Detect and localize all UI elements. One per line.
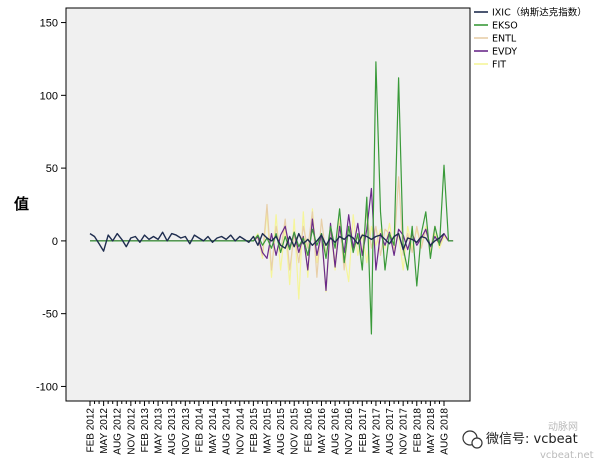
watermark-text: 微信号: vcbeat — [486, 432, 578, 447]
x-tick-label: NOV 2016 — [344, 408, 355, 455]
legend-label: IXIC（纳斯达克指数） — [492, 7, 587, 19]
x-tick-label: MAY 2014 — [208, 408, 219, 454]
series-line-ekso — [90, 61, 454, 335]
watermark: 微信号: vcbeat 动脉网 vcbeat.net — [462, 420, 594, 461]
y-tick-label: -50 — [42, 309, 58, 321]
watermark-url: vcbeat.net — [540, 450, 594, 461]
y-tick-label: 100 — [40, 90, 58, 102]
x-tick-label: MAY 2012 — [99, 408, 110, 454]
x-tick-label: FEB 2017 — [358, 408, 369, 453]
axis-layer: -100 -50 0 50 100 150 FEB 2012 MAY 2012 AUG 2012… — [36, 18, 451, 455]
x-tick-label: NOV 2013 — [181, 408, 192, 455]
y-tick-label: 0 — [52, 236, 58, 248]
x-tick-label: FEB 2018 — [412, 408, 423, 453]
x-tick-label: FEB 2013 — [140, 408, 151, 453]
series-layer — [89, 61, 454, 335]
x-tick-label: AUG 2017 — [385, 408, 396, 455]
x-tick-label: AUG 2015 — [276, 408, 287, 455]
legend-label: FIT — [492, 60, 506, 71]
x-tick-label: MAY 2017 — [371, 408, 382, 454]
plot-area — [65, 7, 471, 402]
legend-label: EKSO — [492, 21, 518, 32]
series-line-ixic — [89, 231, 445, 252]
x-tick-label: MAY 2013 — [154, 408, 165, 454]
x-tick-label: NOV 2014 — [235, 408, 246, 455]
watermark-brand: 动脉网 — [548, 420, 578, 433]
y-tick-label: -100 — [36, 381, 58, 393]
x-tick-label: NOV 2012 — [126, 408, 137, 455]
x-tick-label: AUG 2018 — [440, 408, 451, 455]
x-tick-label: AUG 2013 — [167, 408, 178, 455]
x-tick-label: FEB 2012 — [86, 408, 97, 453]
y-tick-label: 150 — [40, 18, 58, 30]
legend: IXIC（纳斯达克指数） EKSO ENTL EVDY FIT — [474, 7, 587, 71]
x-tick-label: AUG 2012 — [113, 408, 124, 455]
x-tick-label: FEB 2016 — [303, 408, 314, 453]
x-tick-label: MAY 2016 — [317, 408, 328, 454]
legend-label: ENTL — [492, 34, 517, 45]
x-tick-label: MAY 2018 — [426, 408, 437, 454]
y-axis-label: 值 — [14, 195, 29, 213]
wechat-icon-inner — [471, 437, 483, 449]
x-tick-label: AUG 2014 — [222, 408, 233, 455]
x-tick-label: AUG 2016 — [331, 408, 342, 455]
x-tick-label: NOV 2017 — [399, 408, 410, 455]
x-tick-label: FEB 2015 — [249, 408, 260, 453]
y-tick-label: 50 — [46, 163, 58, 175]
x-tick-label: FEB 2014 — [194, 408, 205, 453]
x-tick-label: NOV 2015 — [290, 408, 301, 455]
x-tick-label: MAY 2015 — [263, 408, 274, 454]
legend-label: EVDY — [492, 47, 517, 58]
